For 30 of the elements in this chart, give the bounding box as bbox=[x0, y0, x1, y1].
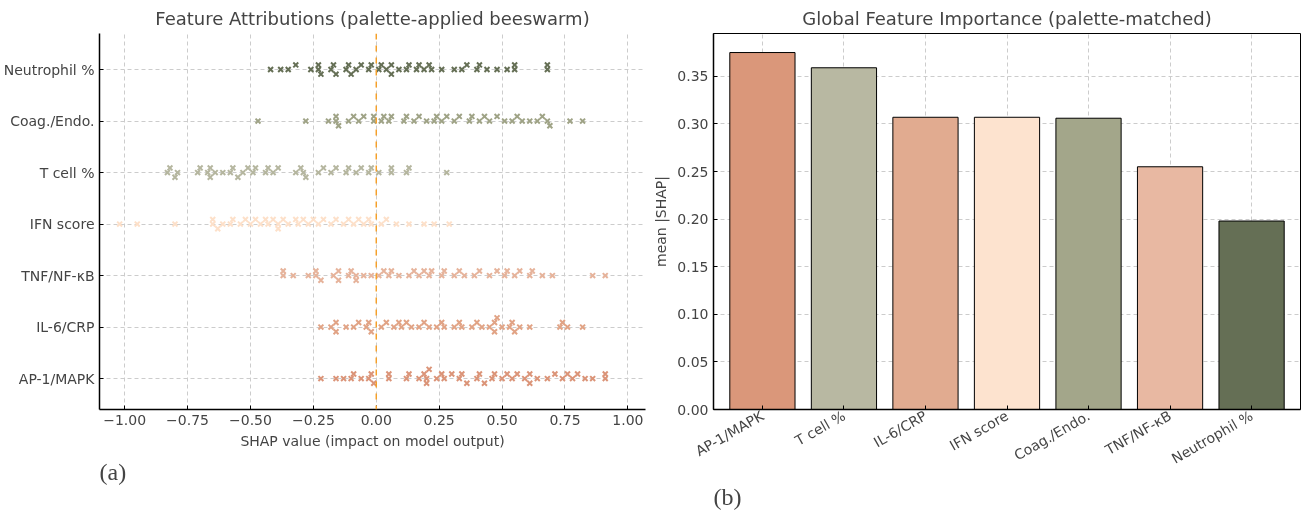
x-tick-label: T cell % bbox=[791, 407, 848, 450]
y-tick-label: 0.05 bbox=[677, 353, 709, 370]
x-tick-label: 0.25 bbox=[423, 411, 455, 428]
x-tick-label: 1.00 bbox=[612, 411, 644, 428]
y-tick-label: 0.10 bbox=[677, 306, 709, 323]
x-tick-label: 0.00 bbox=[360, 411, 392, 428]
x-tick-label: −0.50 bbox=[229, 411, 272, 428]
x-tick-label: −1.00 bbox=[103, 411, 147, 428]
x-tick-label: 0.75 bbox=[549, 411, 581, 428]
y-tick-label: TNF/NF-κB bbox=[20, 267, 95, 284]
text: (a) bbox=[99, 458, 127, 485]
y-tick-label: 0.35 bbox=[677, 68, 709, 85]
y-tick-label: 0.25 bbox=[677, 163, 709, 180]
y-tick-label: 0.15 bbox=[677, 258, 709, 275]
x-tick-label: −0.25 bbox=[291, 411, 335, 428]
y-tick-label: IFN score bbox=[29, 216, 95, 233]
x-tick-label: −0.75 bbox=[166, 411, 210, 428]
x-tick-label: 0.50 bbox=[486, 411, 518, 428]
y-tick-label: Neutrophil % bbox=[3, 61, 95, 78]
text: (b) bbox=[713, 483, 742, 510]
y-tick-label: 0.30 bbox=[677, 115, 709, 132]
chart-title: Feature Attributions (palette-applied beeswarm) bbox=[155, 7, 590, 29]
y-tick-label: AP-1/MAPK bbox=[18, 370, 96, 387]
y-tick-label: 0.20 bbox=[677, 211, 709, 228]
y-tick-label: Coag./Endo. bbox=[10, 113, 95, 130]
y-tick-label: T cell % bbox=[38, 164, 95, 181]
chart-title: Global Feature Importance (palette-matched) bbox=[802, 7, 1212, 29]
y-tick-label: IL-6/CRP bbox=[36, 319, 95, 336]
x-axis-title: SHAP value (impact on model output) bbox=[240, 432, 505, 449]
y-axis-title: mean |SHAP| bbox=[653, 175, 671, 268]
